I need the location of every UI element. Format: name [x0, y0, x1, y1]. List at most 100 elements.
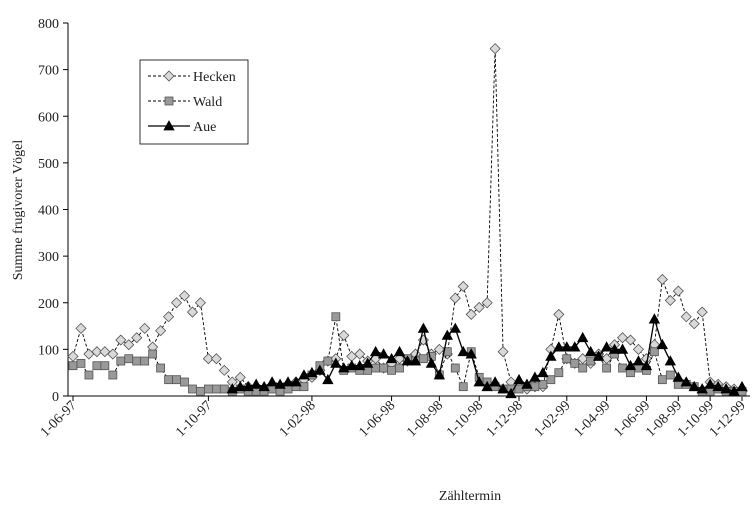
marker [108, 370, 118, 380]
marker [186, 306, 199, 318]
marker [696, 306, 708, 318]
marker [514, 384, 524, 394]
marker [569, 341, 581, 352]
marker [163, 70, 175, 82]
marker [385, 352, 398, 364]
marker [203, 384, 213, 394]
marker [75, 322, 87, 334]
marker [489, 376, 501, 387]
y-tick-label: 300 [38, 250, 59, 265]
marker [465, 348, 477, 359]
marker [688, 380, 700, 392]
marker [577, 331, 589, 343]
marker [131, 332, 143, 344]
marker [164, 375, 173, 385]
marker [164, 96, 174, 106]
marker [92, 361, 102, 371]
marker [570, 358, 580, 368]
marker [505, 387, 517, 399]
marker [409, 355, 422, 366]
marker [433, 343, 445, 355]
marker [196, 386, 205, 396]
marker [346, 359, 358, 371]
marker [465, 308, 477, 320]
marker [712, 380, 724, 392]
marker [649, 347, 659, 357]
marker [282, 376, 294, 387]
y-tick-label: 400 [38, 204, 59, 219]
marker [361, 357, 374, 368]
marker [578, 363, 588, 373]
x-tick-label: 1-06-98 [356, 398, 398, 440]
marker [234, 380, 246, 392]
marker [148, 349, 158, 359]
marker [602, 363, 612, 373]
marker [656, 338, 669, 350]
marker [632, 343, 645, 355]
marker [648, 313, 661, 324]
marker [600, 341, 613, 352]
marker [76, 358, 86, 368]
legend-label: Aue [193, 120, 216, 135]
marker [116, 356, 126, 366]
marker [107, 348, 119, 360]
marker [139, 322, 151, 334]
marker [393, 345, 406, 357]
marker [554, 368, 564, 378]
y-tick-label: 200 [38, 297, 59, 312]
marker [442, 347, 452, 357]
legend-box [139, 59, 249, 145]
marker [624, 334, 637, 346]
marker [250, 378, 262, 389]
marker [616, 343, 629, 354]
marker [218, 364, 230, 376]
marker [672, 371, 684, 382]
marker [401, 355, 414, 366]
marker [210, 353, 222, 365]
marker [657, 375, 667, 385]
marker [202, 353, 214, 365]
marker [449, 322, 461, 333]
marker [457, 280, 469, 292]
marker [379, 363, 389, 373]
marker [562, 354, 572, 364]
marker [155, 325, 167, 337]
marker [664, 355, 677, 366]
marker [156, 363, 166, 373]
marker [736, 380, 748, 392]
marker [441, 329, 454, 340]
marker [338, 329, 350, 341]
marker [473, 301, 485, 313]
y-tick-label: 0 [52, 390, 59, 405]
x-tick-label: 1-02-99 [532, 398, 574, 440]
marker [632, 355, 645, 366]
marker [417, 322, 430, 333]
marker [67, 350, 79, 362]
marker [616, 332, 629, 344]
marker [561, 341, 573, 352]
marker [608, 343, 621, 354]
marker [450, 363, 460, 373]
marker [425, 357, 438, 368]
marker [188, 384, 197, 394]
marker [219, 384, 229, 394]
marker [546, 375, 556, 385]
marker [688, 318, 700, 330]
marker [299, 382, 309, 392]
marker [369, 345, 382, 357]
marker [330, 357, 342, 368]
marker [640, 359, 653, 371]
marker [178, 290, 191, 302]
marker [322, 373, 334, 385]
legend: Hecken Wald Aue [139, 59, 249, 145]
marker [180, 377, 189, 387]
x-tick-label: 1-08-98 [404, 398, 446, 440]
y-axis-title: Summe frugivorer Vögel [11, 140, 26, 281]
marker [132, 356, 142, 366]
marker [170, 297, 183, 309]
marker [290, 376, 302, 387]
marker [618, 363, 627, 373]
y-tick-label: 500 [38, 157, 59, 172]
